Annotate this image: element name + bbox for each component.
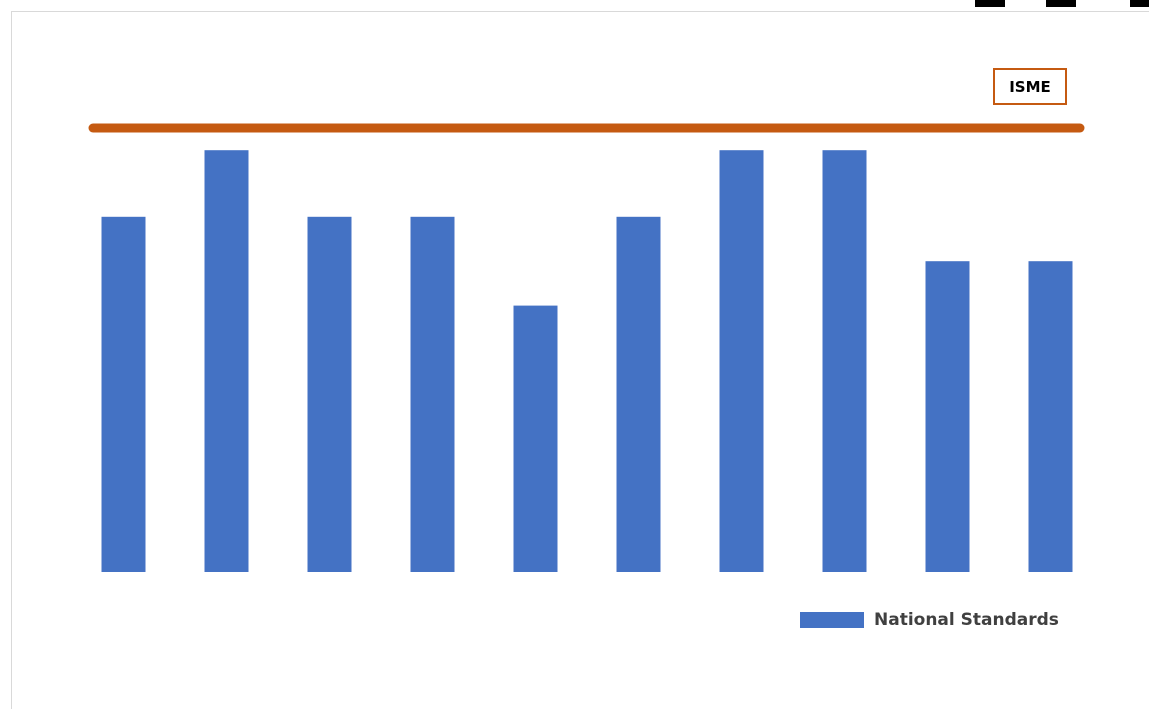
reference-line-label: ISME: [993, 68, 1067, 105]
bar: [410, 216, 455, 573]
bar: [204, 150, 249, 572]
corner-block: [975, 0, 1005, 7]
legend: National Standards: [800, 610, 1059, 630]
bar: [513, 305, 558, 572]
chart-frame: [11, 11, 1149, 709]
corner-block: [1046, 0, 1076, 7]
bar: [925, 261, 970, 572]
bar: [616, 216, 661, 573]
legend-label: National Standards: [874, 610, 1059, 630]
bar: [719, 150, 764, 572]
bar: [101, 216, 146, 573]
corner-block: [1130, 0, 1149, 7]
bar: [822, 150, 867, 572]
bar: [307, 216, 352, 573]
reference-line-label-text: ISME: [1009, 77, 1051, 96]
legend-swatch: [800, 612, 864, 628]
bar: [1028, 261, 1073, 572]
